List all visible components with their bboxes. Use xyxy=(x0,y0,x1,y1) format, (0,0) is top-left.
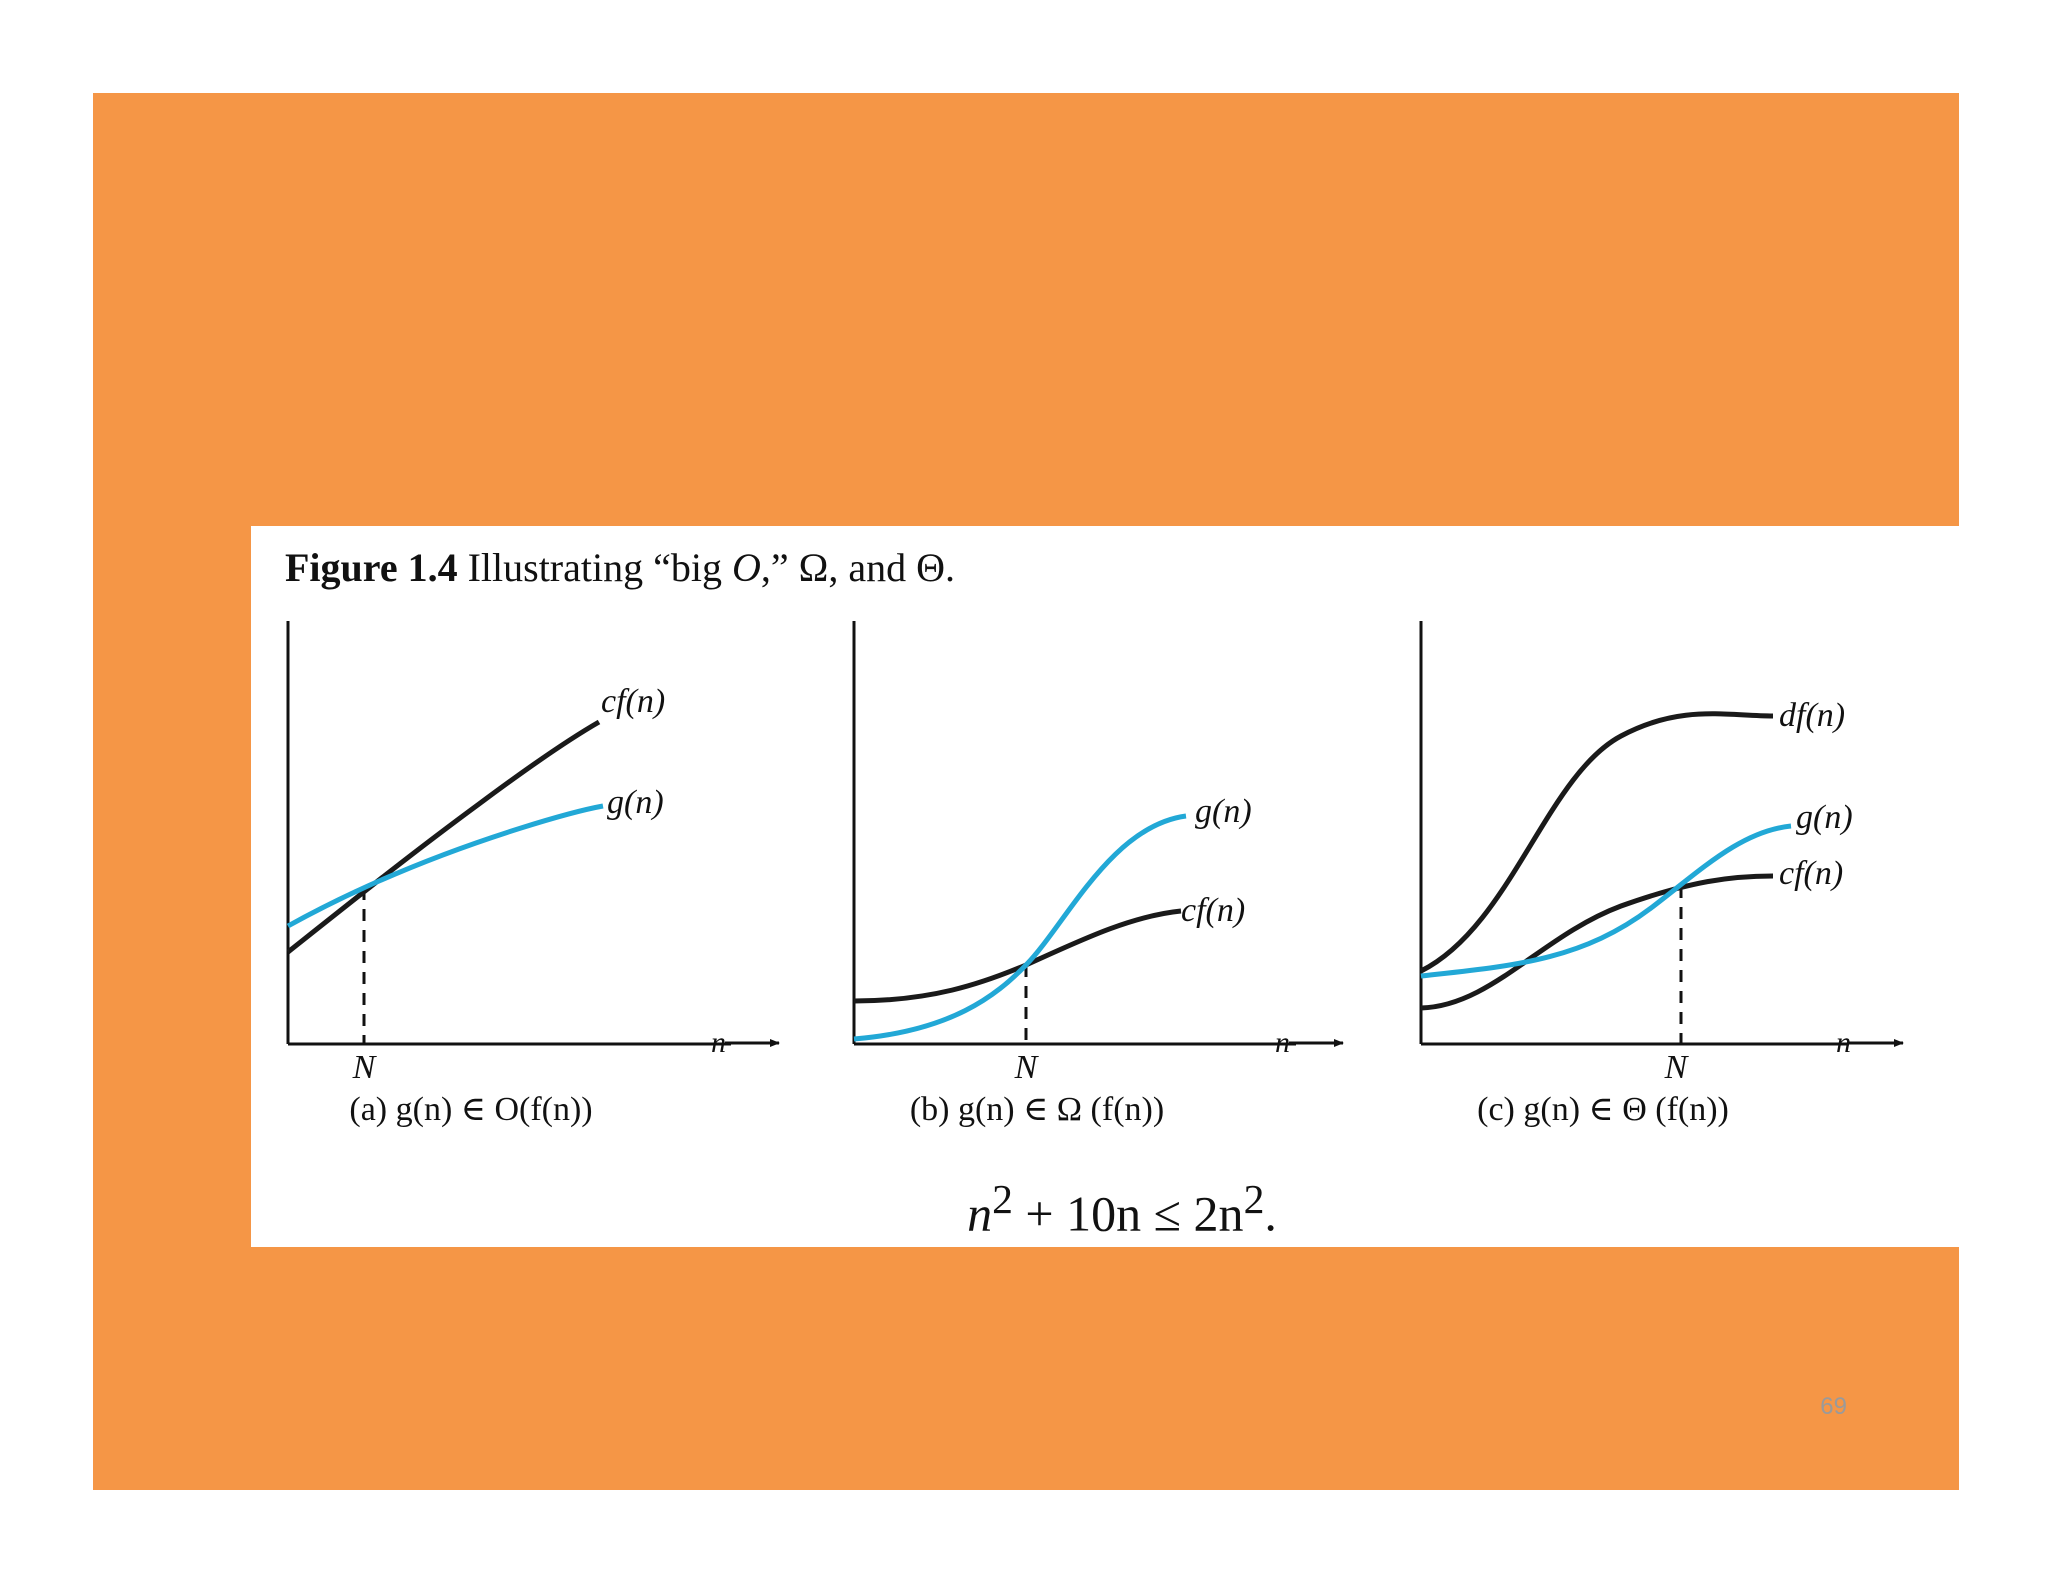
panel-b-g-curve xyxy=(853,813,1187,1042)
panel-b-cf-curve xyxy=(853,908,1182,1004)
panel-a: n N cf(n) g(n) (a) g(n) ∈ O(f(n)) xyxy=(286,621,780,1128)
slide-page-number: 69 xyxy=(1820,1393,1847,1420)
panel-c-upper-label: df(n) xyxy=(1779,697,1845,734)
panel-a-lower-label: g(n) xyxy=(607,784,664,821)
equation-end: . xyxy=(1264,1185,1277,1242)
panel-b: n N g(n) cf(n) (b) g(n) ∈ Ω (f(n)) xyxy=(852,621,1344,1128)
panel-b-caption: (b) g(n) ∈ Ω (f(n)) xyxy=(910,1091,1164,1128)
figure-panel: Figure 1.4 Illustrating “big O,” Ω, and … xyxy=(251,526,1993,1247)
panel-c-lower-label: cf(n) xyxy=(1779,855,1843,892)
panel-a-caption: (a) g(n) ∈ O(f(n)) xyxy=(349,1091,592,1128)
panel-c-threshold-label: N xyxy=(1664,1049,1690,1086)
asymptotic-graphs: n N cf(n) g(n) (a) g(n) ∈ O(f(n)) n N xyxy=(286,621,1904,1128)
panel-a-upper-label: cf(n) xyxy=(601,683,665,720)
panel-a-g-curve xyxy=(286,803,604,929)
panel-a-axis-label: n xyxy=(711,1026,726,1059)
slide-background: Figure 1.4 Illustrating “big O,” Ω, and … xyxy=(93,93,1993,1490)
panel-a-threshold-label: N xyxy=(352,1049,378,1086)
figure-caption-text-end: ,” Ω, and Θ. xyxy=(760,545,955,590)
panel-b-lower-label: cf(n) xyxy=(1181,892,1245,929)
equation-lhs-base: n xyxy=(967,1185,993,1242)
equation-lhs-exponent: 2 xyxy=(992,1177,1013,1223)
figure-caption-label: Figure 1.4 xyxy=(285,545,458,590)
panel-c-axis-label: n xyxy=(1836,1026,1851,1059)
equation-rhs-exponent: 2 xyxy=(1243,1177,1265,1223)
panel-c-df-curve xyxy=(1419,711,1774,974)
panel-b-upper-label: g(n) xyxy=(1195,793,1252,830)
panel-c-g-curve xyxy=(1420,823,1792,979)
panel-c-caption: (c) g(n) ∈ Θ (f(n)) xyxy=(1477,1091,1729,1128)
panel-b-axis-label: n xyxy=(1275,1026,1290,1059)
panel-c-middle-label: g(n) xyxy=(1796,799,1853,836)
figure-caption: Figure 1.4 Illustrating “big O,” Ω, and … xyxy=(285,544,955,591)
panel-a-cf-curve xyxy=(286,719,601,954)
panel-b-threshold-label: N xyxy=(1014,1049,1040,1086)
equation-middle: + 10n ≤ 2n xyxy=(1012,1185,1244,1242)
panel-c: n N df(n) g(n) cf(n) (c) g(n) ∈ Θ (f(n)) xyxy=(1419,621,1904,1128)
figure-caption-text: Illustrating “big xyxy=(457,545,732,590)
inequality-equation: n2 + 10n ≤ 2n2. xyxy=(251,1176,1993,1243)
figure-caption-big-o: O xyxy=(731,545,761,590)
panel-c-cf-curve xyxy=(1420,873,1774,1011)
